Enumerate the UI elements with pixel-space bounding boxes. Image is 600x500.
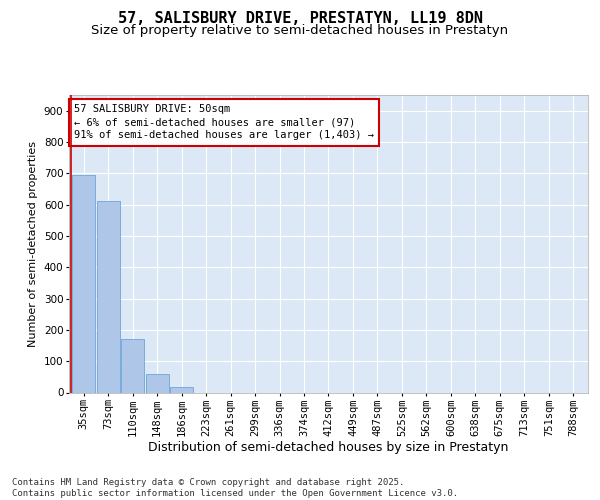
Text: 57, SALISBURY DRIVE, PRESTATYN, LL19 8DN: 57, SALISBURY DRIVE, PRESTATYN, LL19 8DN	[118, 11, 482, 26]
Text: Size of property relative to semi-detached houses in Prestatyn: Size of property relative to semi-detach…	[91, 24, 509, 37]
Y-axis label: Number of semi-detached properties: Number of semi-detached properties	[28, 141, 38, 347]
Bar	[72, 176, 95, 392]
Bar	[170, 387, 193, 392]
Text: Contains HM Land Registry data © Crown copyright and database right 2025.
Contai: Contains HM Land Registry data © Crown c…	[12, 478, 458, 498]
Bar	[121, 340, 144, 392]
Bar	[146, 374, 169, 392]
Text: 57 SALISBURY DRIVE: 50sqm
← 6% of semi-detached houses are smaller (97)
91% of s: 57 SALISBURY DRIVE: 50sqm ← 6% of semi-d…	[74, 104, 374, 141]
X-axis label: Distribution of semi-detached houses by size in Prestatyn: Distribution of semi-detached houses by …	[148, 441, 509, 454]
Bar	[97, 201, 120, 392]
